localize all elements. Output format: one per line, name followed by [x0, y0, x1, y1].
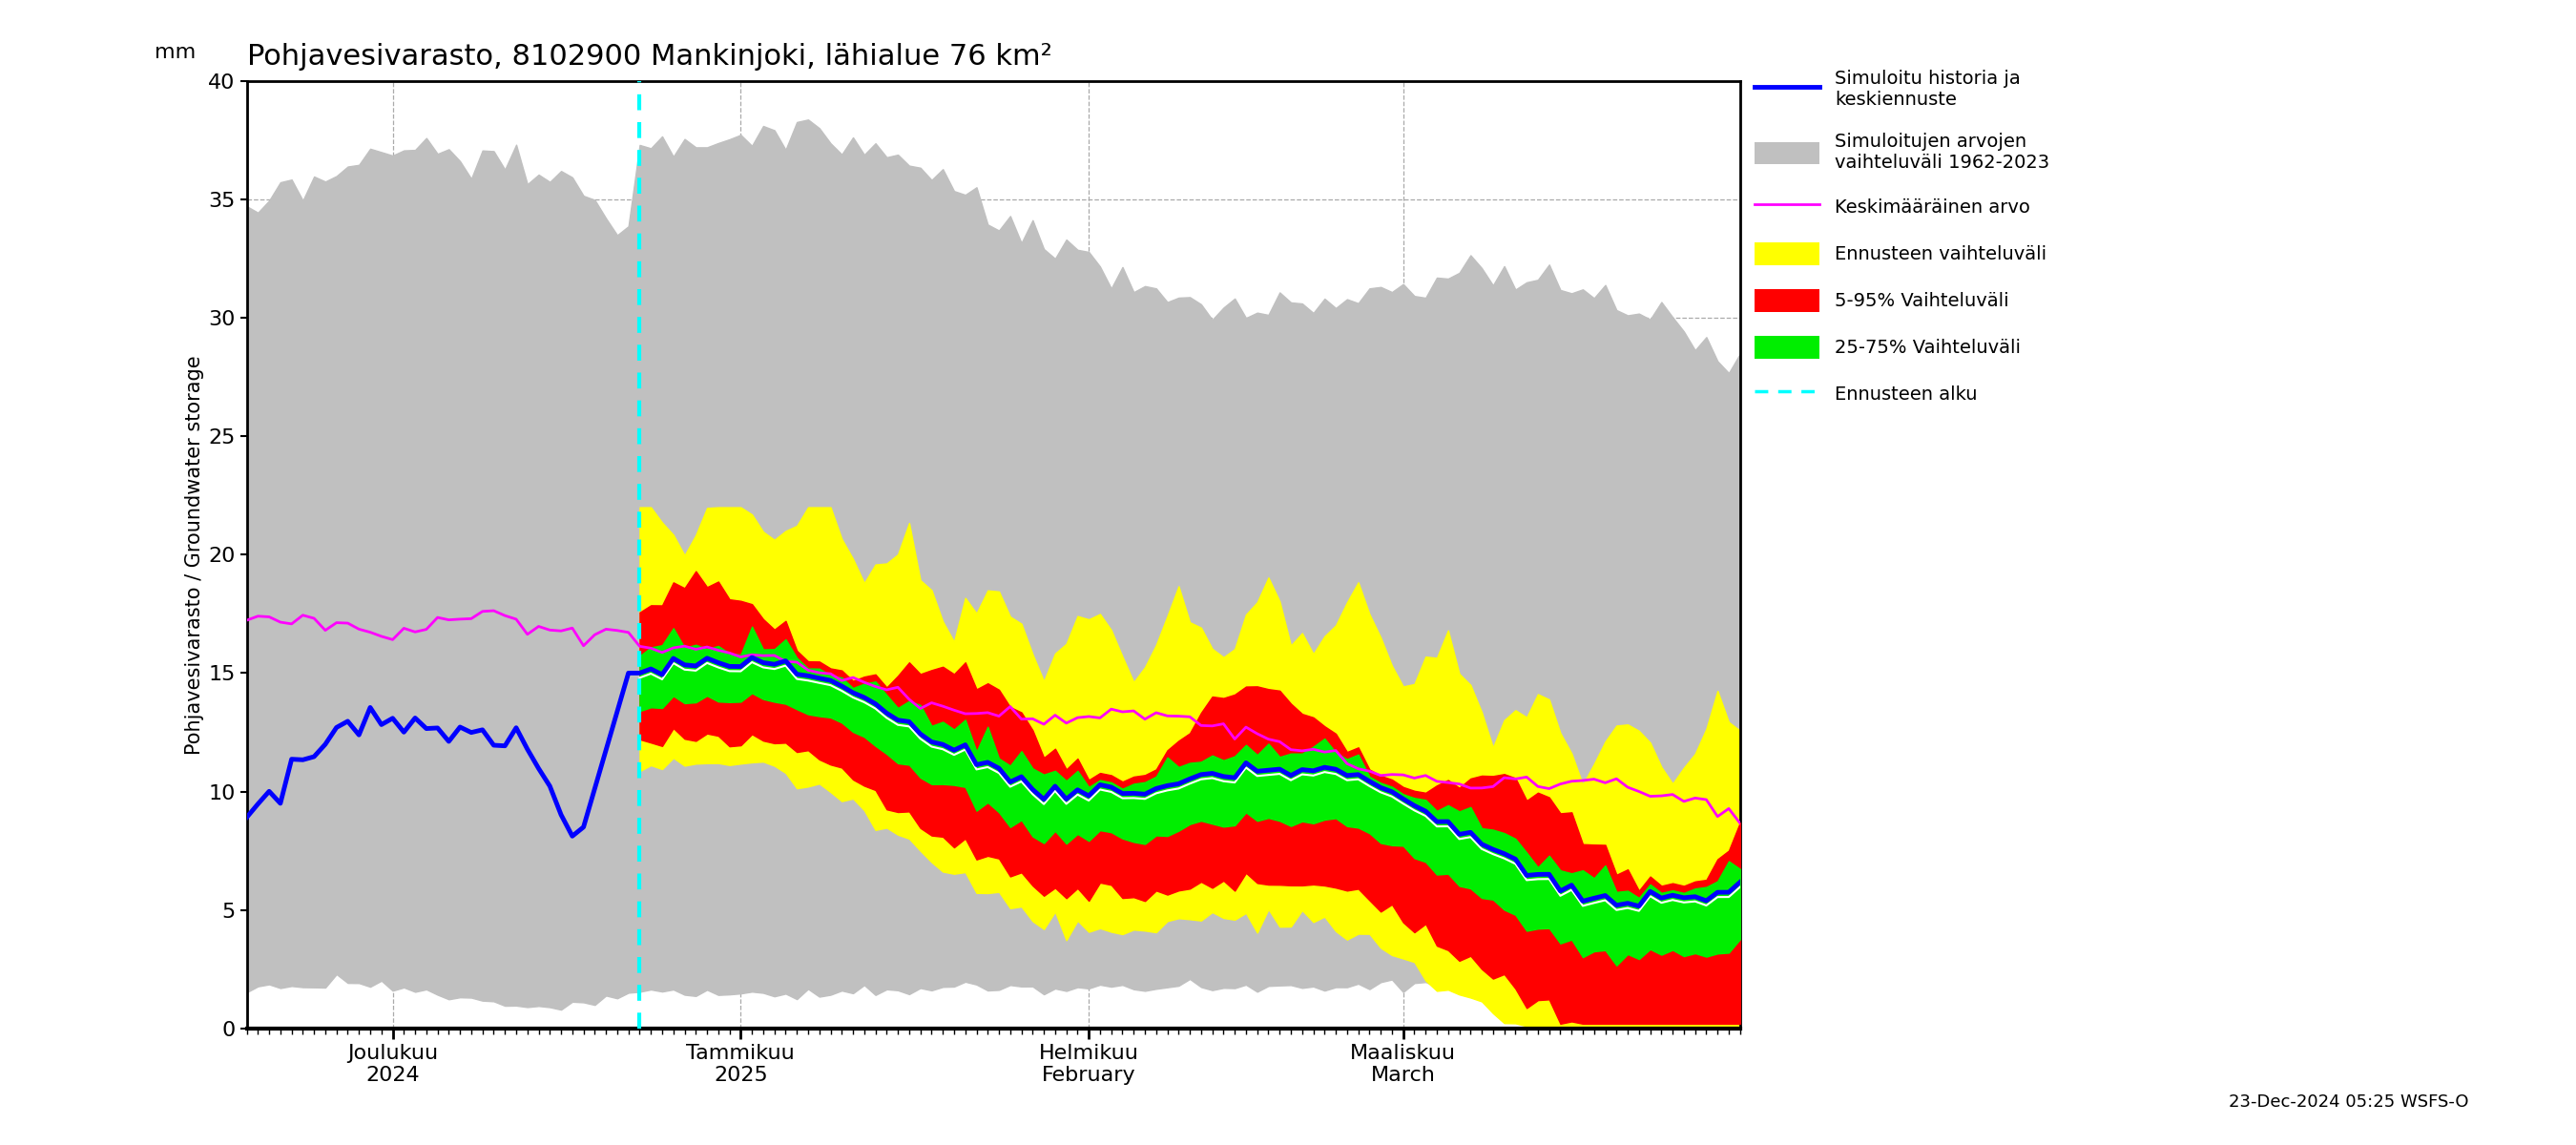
Text: Pohjavesivarasto / Groundwater storage: Pohjavesivarasto / Groundwater storage: [185, 355, 204, 755]
Legend: Simuloitu historia ja
keskiennuste, Simuloitujen arvojen
vaihteluväli 1962-2023,: Simuloitu historia ja keskiennuste, Simu…: [1747, 62, 2056, 413]
Text: Pohjavesivarasto, 8102900 Mankinjoki, lähialue 76 km²: Pohjavesivarasto, 8102900 Mankinjoki, lä…: [247, 42, 1051, 71]
Text: mm: mm: [155, 42, 196, 62]
Text: 23-Dec-2024 05:25 WSFS-O: 23-Dec-2024 05:25 WSFS-O: [2228, 1093, 2468, 1111]
